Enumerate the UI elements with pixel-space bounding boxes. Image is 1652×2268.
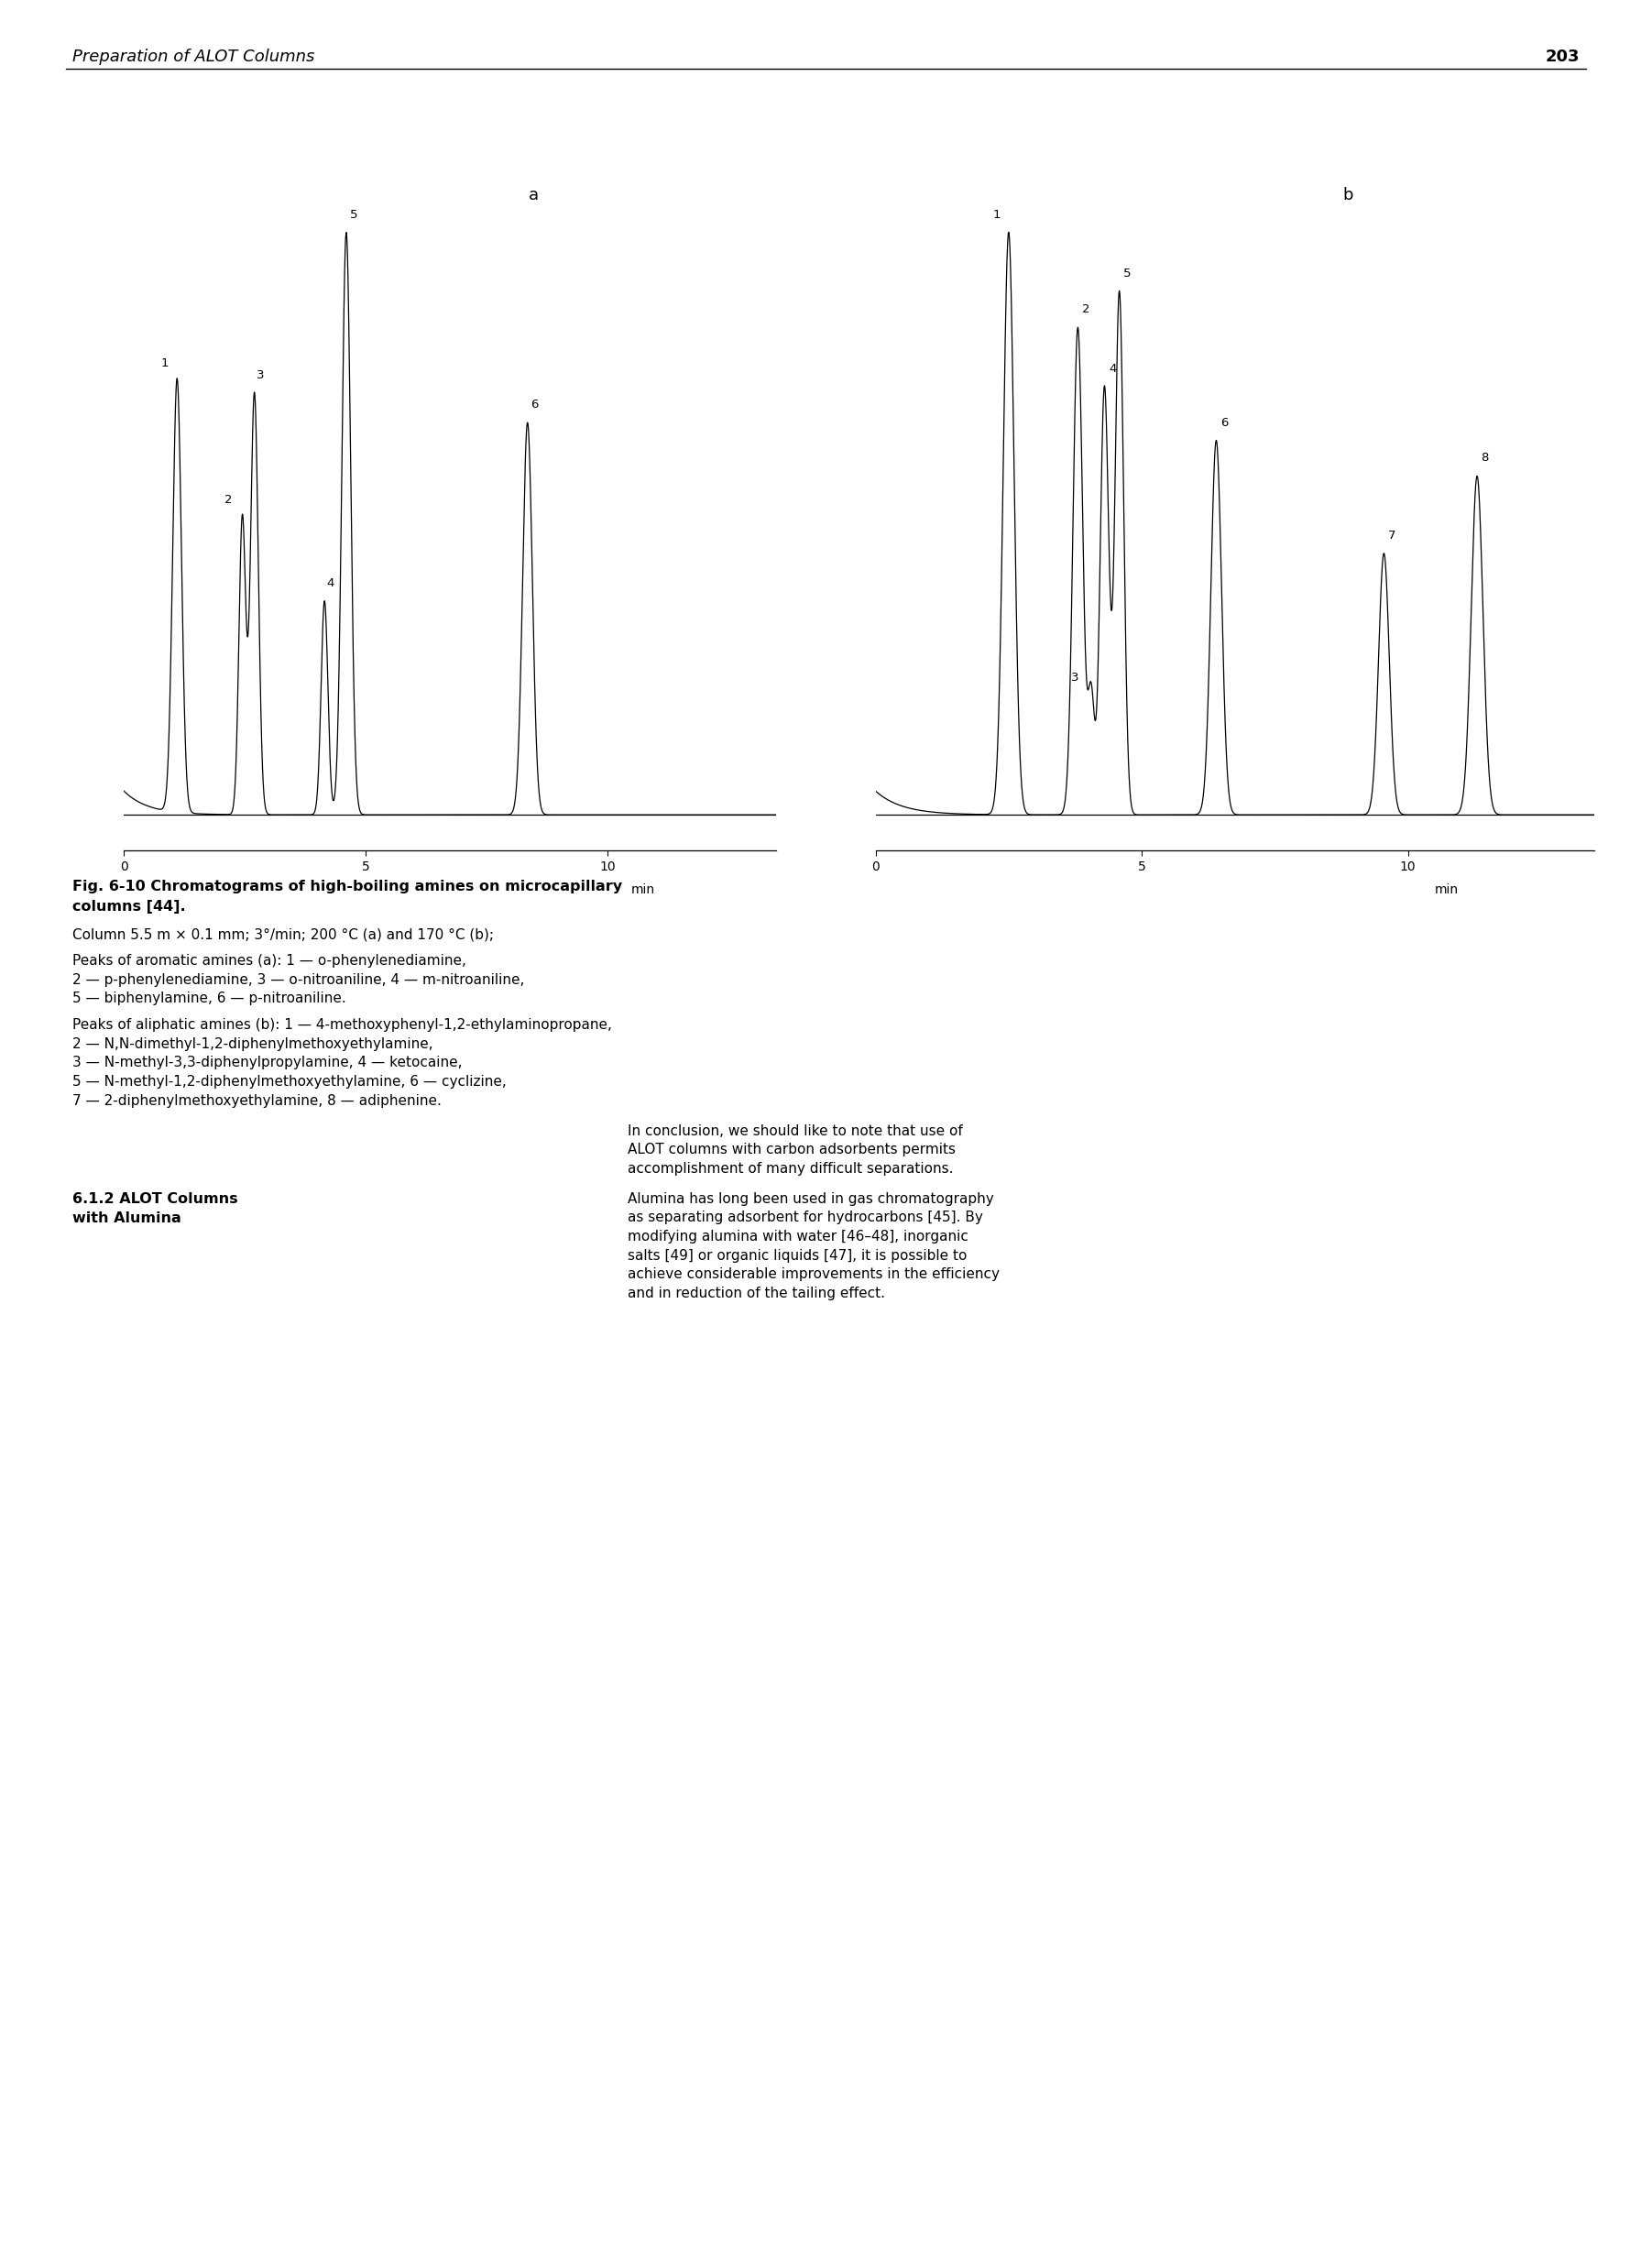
Text: In conclusion, we should like to note that use of: In conclusion, we should like to note th… bbox=[628, 1125, 963, 1139]
Text: 7 — 2-diphenylmethoxyethylamine, 8 — adiphenine.: 7 — 2-diphenylmethoxyethylamine, 8 — adi… bbox=[73, 1093, 441, 1107]
Text: 203: 203 bbox=[1545, 50, 1579, 66]
Text: ALOT columns with carbon adsorbents permits: ALOT columns with carbon adsorbents perm… bbox=[628, 1143, 957, 1157]
Text: a: a bbox=[529, 188, 539, 204]
Text: 2 — p-phenylenediamine, 3 — o-nitroaniline, 4 — m-nitroaniline,: 2 — p-phenylenediamine, 3 — o-nitroanili… bbox=[73, 973, 525, 987]
Text: 5 — biphenylamine, 6 — p-nitroaniline.: 5 — biphenylamine, 6 — p-nitroaniline. bbox=[73, 991, 347, 1005]
Text: Column 5.5 m × 0.1 mm; 3°/min; 200 °C (a) and 170 °C (b);: Column 5.5 m × 0.1 mm; 3°/min; 200 °C (a… bbox=[73, 928, 494, 941]
Text: 8: 8 bbox=[1482, 451, 1488, 465]
Text: with Alumina: with Alumina bbox=[73, 1211, 182, 1225]
Text: 6: 6 bbox=[1221, 417, 1227, 429]
Text: 2 — N,N-dimethyl-1,2-diphenylmethoxyethylamine,: 2 — N,N-dimethyl-1,2-diphenylmethoxyethy… bbox=[73, 1036, 433, 1050]
Text: 3 — N-methyl-3,3-diphenylpropylamine, 4 — ketocaine,: 3 — N-methyl-3,3-diphenylpropylamine, 4 … bbox=[73, 1057, 463, 1070]
Text: 4: 4 bbox=[1108, 363, 1117, 374]
Text: salts [49] or organic liquids [47], it is possible to: salts [49] or organic liquids [47], it i… bbox=[628, 1250, 966, 1263]
Text: Fig. 6-10 Chromatograms of high-boiling amines on microcapillary: Fig. 6-10 Chromatograms of high-boiling … bbox=[73, 880, 623, 894]
Text: as separating adsorbent for hydrocarbons [45]. By: as separating adsorbent for hydrocarbons… bbox=[628, 1211, 983, 1225]
Text: 5: 5 bbox=[350, 209, 357, 220]
Text: 5 — N-methyl-1,2-diphenylmethoxyethylamine, 6 — cyclizine,: 5 — N-methyl-1,2-diphenylmethoxyethylami… bbox=[73, 1075, 507, 1089]
Text: achieve considerable improvements in the efficiency: achieve considerable improvements in the… bbox=[628, 1268, 999, 1281]
Text: 6.1.2 ALOT Columns: 6.1.2 ALOT Columns bbox=[73, 1193, 238, 1207]
Text: min: min bbox=[1434, 882, 1459, 896]
Text: min: min bbox=[631, 882, 656, 896]
Text: modifying alumina with water [46–48], inorganic: modifying alumina with water [46–48], in… bbox=[628, 1229, 968, 1243]
Text: 3: 3 bbox=[1070, 671, 1079, 685]
Text: b: b bbox=[1343, 188, 1353, 204]
Text: accomplishment of many difficult separations.: accomplishment of many difficult separat… bbox=[628, 1161, 953, 1175]
Text: 1: 1 bbox=[162, 356, 169, 370]
Text: Peaks of aromatic amines (a): 1 — o-phenylenediamine,: Peaks of aromatic amines (a): 1 — o-phen… bbox=[73, 955, 466, 968]
Text: 7: 7 bbox=[1388, 528, 1396, 542]
Text: Preparation of ALOT Columns: Preparation of ALOT Columns bbox=[73, 50, 316, 66]
Text: 1: 1 bbox=[993, 209, 1001, 220]
Text: 2: 2 bbox=[225, 494, 233, 506]
Text: Peaks of aliphatic amines (b): 1 — 4-methoxyphenyl-1,2-ethylaminopropane,: Peaks of aliphatic amines (b): 1 — 4-met… bbox=[73, 1018, 613, 1032]
Text: 3: 3 bbox=[256, 370, 264, 381]
Text: and in reduction of the tailing effect.: and in reduction of the tailing effect. bbox=[628, 1286, 885, 1300]
Text: Alumina has long been used in gas chromatography: Alumina has long been used in gas chroma… bbox=[628, 1193, 995, 1207]
Text: 5: 5 bbox=[1123, 268, 1132, 279]
Text: columns [44].: columns [44]. bbox=[73, 900, 187, 914]
Text: 6: 6 bbox=[530, 399, 539, 411]
Text: 4: 4 bbox=[327, 576, 334, 590]
Text: 2: 2 bbox=[1082, 304, 1090, 315]
